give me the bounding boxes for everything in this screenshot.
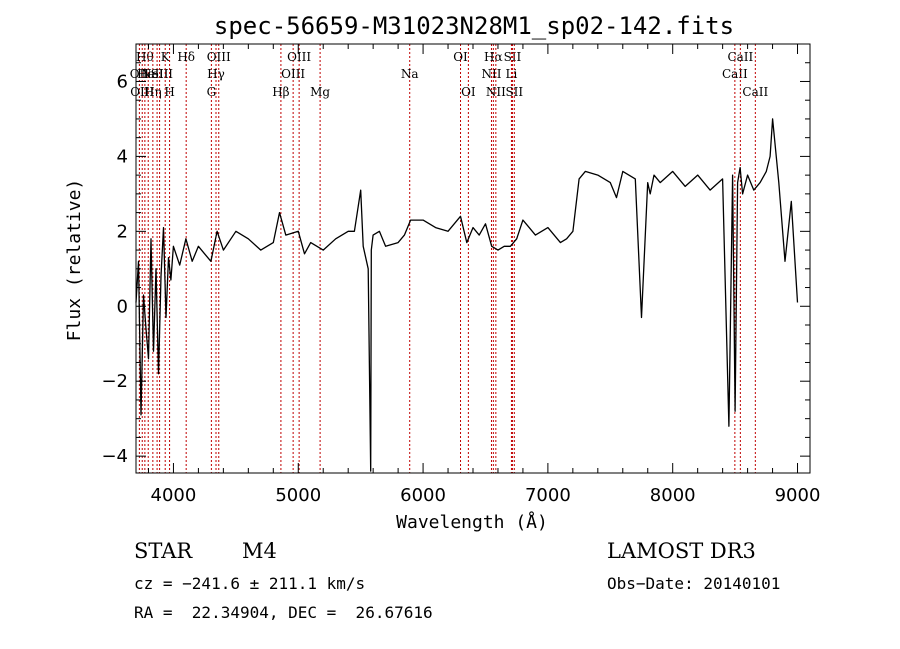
line-marker-label: Hα — [484, 50, 503, 64]
x-tick-label: 9000 — [775, 485, 821, 506]
y-tick-label: 4 — [117, 146, 128, 167]
line-marker-label: Hγ — [207, 67, 225, 81]
line-marker-label: CaII — [727, 50, 753, 64]
line-marker-label: Hδ — [177, 50, 195, 64]
x-tick-label: 7000 — [525, 485, 571, 506]
line-marker-label: SII — [151, 67, 169, 81]
x-axis-label: Wavelength (Å) — [396, 511, 548, 533]
line-marker-label: NII — [481, 67, 501, 81]
y-tick-label: 2 — [117, 221, 128, 242]
y-axis-label: Flux (relative) — [64, 179, 85, 342]
object-subclass: M4 — [242, 539, 277, 563]
x-tick-label: 6000 — [400, 485, 446, 506]
line-marker-label: G — [207, 85, 217, 99]
chart-title: spec-56659-M31023N28M1_sp02-142.fits — [214, 12, 734, 40]
line-marker-label: K — [161, 50, 171, 64]
line-marker-label: SII — [505, 85, 523, 99]
line-marker-label: NII — [486, 85, 506, 99]
x-tick-label: 8000 — [650, 485, 696, 506]
y-axis: −4 −2 0 2 4 6 — [101, 43, 810, 467]
y-tick-label: −2 — [101, 371, 128, 392]
line-markers: OIIOIIIHθHeIHηNeIIISIIKHHδGHγOIIIHβOIIIO… — [130, 44, 768, 473]
line-marker-label: OIII — [207, 50, 231, 64]
line-marker-label: CaII — [742, 85, 768, 99]
object-class: STAR — [134, 539, 193, 563]
line-marker-label: Hβ — [272, 85, 289, 99]
line-marker-label: Hθ — [136, 50, 154, 64]
line-marker-label: CaII — [722, 67, 748, 81]
line-marker-label: HeI — [137, 67, 160, 81]
line-marker-label: Na — [401, 67, 419, 81]
line-marker-label: Li — [506, 67, 518, 81]
survey-name: LAMOST DR3 — [607, 539, 756, 563]
coordinates: RA = 22.34904, DEC = 26.67616 — [134, 603, 433, 622]
redshift-cz: cz = −241.6 ± 211.1 km/s — [134, 574, 366, 593]
line-marker-label: H — [164, 85, 174, 99]
y-tick-label: 0 — [117, 296, 128, 317]
line-marker-label: SII — [504, 50, 522, 64]
x-axis: 4000 5000 6000 7000 8000 9000 — [147, 44, 821, 506]
x-tick-label: 4000 — [151, 485, 197, 506]
line-marker-label: OIII — [281, 67, 305, 81]
line-marker-label: Hη — [144, 85, 162, 99]
x-tick-label: 5000 — [275, 485, 321, 506]
observation-date: Obs−Date: 20140101 — [607, 574, 781, 593]
y-tick-label: −4 — [101, 446, 128, 467]
line-marker-label: OIII — [287, 50, 311, 64]
plot-frame — [135, 43, 811, 474]
line-marker-label: OI — [453, 50, 468, 64]
line-marker-label: OI — [461, 85, 476, 99]
spectrum-line — [135, 118, 799, 472]
y-tick-label: 6 — [117, 71, 128, 92]
line-marker-label: Mg — [310, 85, 330, 99]
